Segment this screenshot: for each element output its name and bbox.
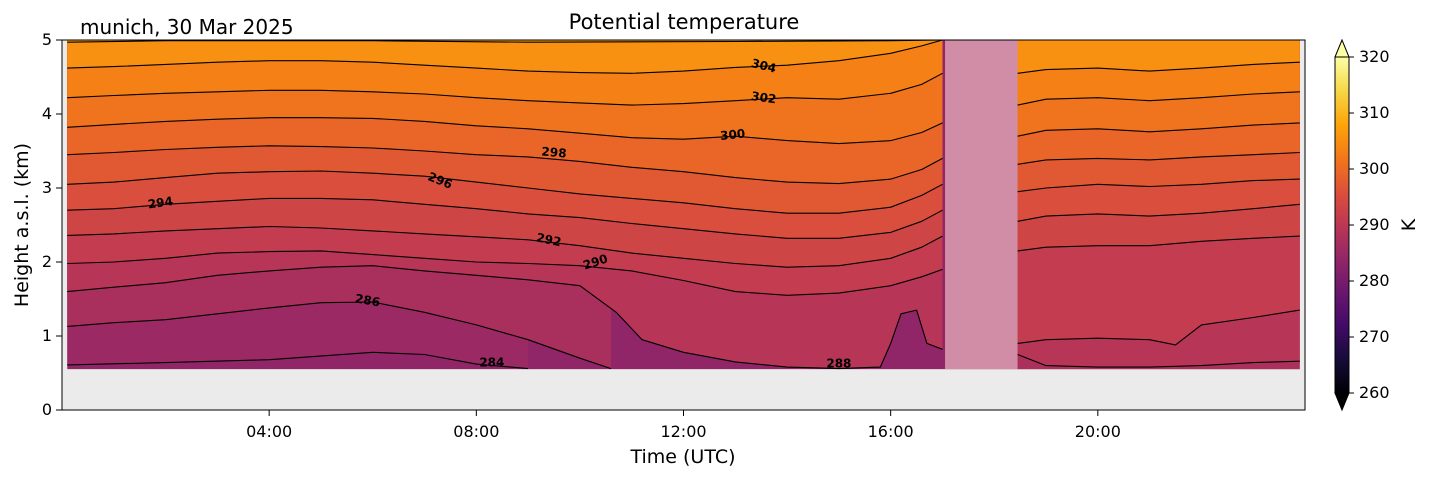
band-theta_304b	[1017, 40, 1300, 74]
contour-line-theta_306	[67, 40, 943, 43]
contour-line-theta_288b	[1017, 353, 1300, 368]
x-tick-label-04:00: 04:00	[246, 422, 292, 441]
site-date-label: munich, 30 Mar 2025	[80, 15, 294, 39]
contour-line-theta_286	[67, 301, 612, 370]
colorbar-ticks: 260 270 280 290 300 310 320	[1349, 47, 1390, 402]
contour-line-theta_284	[67, 351, 529, 370]
contour-label-288: 288	[826, 356, 851, 370]
colorbar-tick-label-280: 280	[1359, 271, 1390, 290]
contour-line-theta_288a	[67, 265, 943, 370]
x-tick-label-12:00: 12:00	[660, 422, 706, 441]
colorbar-gradient	[1334, 56, 1350, 394]
contour-layer	[67, 40, 1300, 370]
contour-line-theta_298b	[1017, 151, 1300, 165]
x-axis: 04:00 08:00 12:00 16:00 20:00	[246, 410, 1121, 441]
contour-line-theta_292a	[67, 225, 943, 268]
y-tick-label-3: 3	[42, 178, 52, 197]
contour-line-theta_300b	[1017, 122, 1300, 137]
contour-label-284: 284	[479, 356, 504, 370]
contour-label-294: 294	[147, 194, 174, 211]
contour-line-theta_298a	[67, 145, 943, 185]
contour-label-286: 286	[354, 291, 381, 309]
y-tick-label-4: 4	[42, 104, 52, 123]
contour-line-theta_292b	[1017, 235, 1300, 252]
y-tick-label-2: 2	[42, 252, 52, 271]
chart-title: Potential temperature	[569, 10, 800, 34]
field-fill-layer	[67, 40, 1300, 370]
y-axis: 0 1 2 3 4 5	[42, 30, 62, 419]
contour-label-292: 292	[535, 230, 562, 249]
contour-line-theta_296b	[1017, 178, 1300, 193]
contour-line-theta_302b	[1017, 91, 1300, 106]
contour-line-theta_290b	[1017, 309, 1300, 346]
contour-label-304: 304	[750, 56, 778, 76]
colorbar-tick-label-300: 300	[1359, 159, 1390, 178]
colorbar-extend-min	[1334, 392, 1350, 412]
colorbar-tick-label-290: 290	[1359, 215, 1390, 234]
contour-line-theta_304a	[67, 40, 943, 74]
colorbar-tick-label-270: 270	[1359, 327, 1390, 346]
colorbar-tick-label-260: 260	[1359, 383, 1390, 402]
y-tick-label-1: 1	[42, 326, 52, 345]
contour-label-300: 300	[720, 126, 746, 143]
contour-line-theta_304b	[1017, 61, 1300, 74]
y-tick-label-0: 0	[42, 400, 52, 419]
contour-line-theta_294a	[67, 197, 943, 239]
contour-line-theta_296a	[67, 170, 943, 214]
x-tick-label-08:00: 08:00	[453, 422, 499, 441]
contour-line-theta_290a	[67, 250, 943, 296]
contour-line-theta_300a	[67, 117, 943, 145]
colorbar-label: K	[1398, 218, 1420, 231]
band-theta_304a	[67, 40, 943, 74]
x-axis-title: Time (UTC)	[629, 446, 735, 468]
colorbar-tick-label-310: 310	[1359, 103, 1390, 122]
contour-line-theta_302a	[67, 72, 943, 106]
x-tick-label-16:00: 16:00	[868, 422, 914, 441]
colorbar-tick-label-320: 320	[1359, 47, 1390, 66]
contour-line-theta_294b	[1017, 203, 1300, 222]
contour-label-298: 298	[541, 144, 567, 160]
y-axis-title: Height a.s.l. (km)	[11, 143, 33, 307]
colorbar: 260 270 280 290 300 310 320 K	[1334, 38, 1420, 412]
x-tick-label-20:00: 20:00	[1075, 422, 1121, 441]
contour-label-302: 302	[750, 89, 777, 106]
masked-period-overlay	[945, 40, 1018, 370]
y-tick-label-5: 5	[42, 30, 52, 49]
colorbar-extend-max	[1334, 38, 1350, 58]
